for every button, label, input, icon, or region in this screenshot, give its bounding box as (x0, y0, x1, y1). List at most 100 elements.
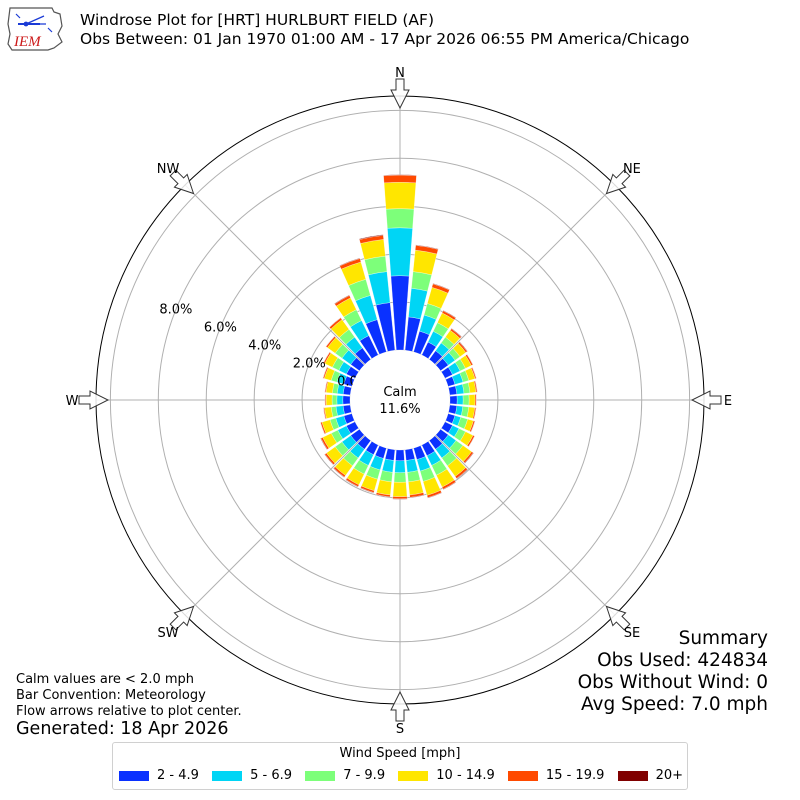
bar-segment-190-3 (376, 479, 392, 496)
bar-segment-180-0 (395, 449, 405, 461)
bar-segment-170-5 (409, 494, 425, 499)
bar-segment-90-3 (468, 394, 476, 406)
note-convention: Bar Convention: Meteorology (16, 688, 206, 703)
bar-segment-20-5 (432, 283, 450, 291)
bar-segment-220-5 (333, 467, 345, 478)
bar-segment-140-5 (456, 469, 468, 480)
direction-label-NW: NW (157, 162, 180, 177)
legend: Wind Speed [mph] 2 - 4.9 5 - 6.9 7 - 9.9 10… (112, 742, 688, 790)
windrose-bars (320, 174, 478, 500)
bar-segment-290-5 (322, 366, 328, 379)
bar-segment-180-1 (394, 460, 406, 473)
legend-swatch (398, 770, 429, 781)
bar-segment-230-5 (324, 453, 334, 466)
note-flow: Flow arrows relative to plot center. (16, 704, 242, 719)
bar-segment-240-5 (320, 438, 328, 450)
bar-segment-50-5 (459, 341, 468, 352)
bar-segment-180-4 (392, 496, 408, 500)
bar-segment-170-1 (405, 458, 419, 473)
iem-logo-text: IEM (13, 34, 42, 50)
legend-swatch (507, 770, 538, 781)
direction-label-N: N (395, 66, 405, 81)
polar-labels: NNEESESSWWNW0.0%2.0%4.0%6.0%8.0% (66, 66, 733, 737)
direction-label-NE: NE (623, 162, 641, 177)
bar-segment-340-5 (339, 257, 361, 267)
flow-arrow-180 (390, 690, 410, 722)
grid-spoke-45 (435, 184, 616, 365)
bar-segment-180-3 (392, 481, 408, 497)
bar-segment-260-5 (323, 407, 326, 420)
chart-title: Windrose Plot for [HRT] HURLBURT FIELD (… (80, 11, 434, 29)
legend-item-5: 20+ (617, 768, 683, 783)
direction-label-E: E (724, 394, 732, 409)
legend-item-2: 7 - 9.9 (305, 768, 385, 783)
legend-swatch (212, 770, 243, 781)
grid-spoke-315 (184, 184, 365, 365)
legend-swatch (617, 770, 648, 781)
bar-segment-120-5 (468, 435, 475, 447)
legend-item-4: 15 - 19.9 (507, 768, 604, 783)
radial-tick-label-3: 6.0% (204, 320, 237, 335)
bar-segment-10-2 (411, 271, 432, 292)
bar-segment-190-0 (384, 448, 396, 461)
legend-item-1: 5 - 6.9 (212, 768, 292, 783)
bar-segment-80-5 (475, 380, 478, 393)
legend-item-0: 2 - 4.9 (119, 768, 199, 783)
direction-label-SW: SW (158, 626, 179, 641)
summary-obs-without-wind: Obs Without Wind: 0 (577, 672, 768, 693)
direction-label-SE: SE (624, 626, 640, 641)
bar-segment-350-5 (359, 234, 384, 240)
legend-title: Wind Speed [mph] (339, 746, 461, 761)
bar-segment-170-0 (404, 448, 416, 461)
bar-segment-270-3 (325, 394, 333, 406)
bar-segment-300-5 (323, 351, 330, 364)
grid-spoke-225 (184, 435, 365, 616)
bar-segment-190-1 (381, 458, 395, 473)
flow-arrow-225 (169, 605, 195, 631)
legend-label: 20+ (655, 768, 683, 783)
radial-tick-label-4: 8.0% (159, 302, 192, 317)
legend-items: 2 - 4.9 5 - 6.9 7 - 9.9 10 - 14.9 15 - 19.9 2… (119, 768, 683, 783)
flow-arrow-315 (169, 169, 195, 195)
bar-segment-200-5 (360, 487, 374, 494)
bar-segment-210-5 (345, 479, 359, 488)
bar-segment-190-5 (375, 494, 391, 498)
bar-segment-10-5 (415, 244, 439, 250)
grid-spoke-135 (435, 435, 616, 616)
bar-segment-70-5 (472, 367, 477, 379)
flow-arrow-0 (390, 78, 410, 110)
calm-label: Calm (383, 385, 416, 400)
calm-value: 11.6% (379, 402, 420, 417)
bar-segment-0-5 (383, 174, 417, 176)
legend-swatch (305, 770, 336, 781)
bar-segment-250-5 (320, 422, 325, 435)
bar-segment-0-2 (385, 208, 415, 229)
bar-segment-180-5 (392, 498, 408, 500)
bar-segment-90-2 (462, 394, 470, 406)
bar-segment-320-5 (329, 317, 341, 328)
bar-segment-40-5 (451, 328, 462, 338)
generated-date: Generated: 18 Apr 2026 (16, 719, 229, 739)
bar-segment-270-0 (342, 395, 351, 405)
summary-panel: Summary Obs Used: 424834 Obs Without Win… (578, 628, 768, 716)
legend-swatch (119, 770, 149, 781)
radial-tick-label-2: 4.0% (248, 338, 281, 353)
bar-segment-310-5 (325, 336, 335, 347)
bar-segment-90-0 (449, 395, 458, 405)
note-calm: Calm values are < 2.0 mph (16, 672, 195, 687)
bar-segment-0-4 (383, 174, 417, 184)
flow-arrow-90 (690, 390, 722, 410)
bar-segment-130-5 (464, 452, 474, 464)
summary-avg-speed: Avg Speed: 7.0 mph (580, 694, 768, 715)
legend-label: 7 - 9.9 (343, 768, 386, 783)
summary-obs-used: Obs Used: 424834 (597, 650, 768, 671)
bar-segment-170-3 (408, 479, 424, 496)
bar-segment-280-5 (324, 381, 328, 393)
legend-item-3: 10 - 14.9 (398, 768, 495, 783)
flow-arrow-270 (78, 390, 110, 410)
bar-segment-270-2 (331, 394, 338, 406)
legend-label: 10 - 14.9 (436, 768, 495, 783)
flow-arrow-135 (605, 605, 631, 631)
bar-segment-160-5 (427, 492, 443, 499)
